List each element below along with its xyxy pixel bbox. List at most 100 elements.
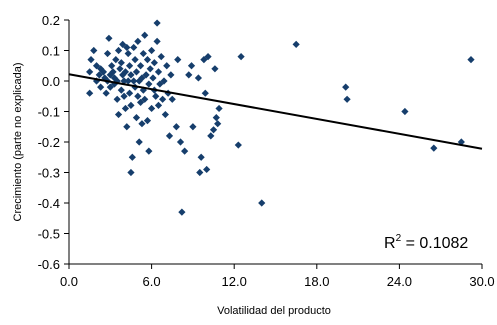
x-axis: 0.0 6.0 12.0 18.0 24.0 30.0	[60, 264, 495, 289]
data-point	[130, 77, 138, 85]
data-point	[134, 37, 142, 45]
data-point	[145, 80, 153, 88]
x-tick-label: 0.0	[60, 274, 78, 289]
data-point	[128, 153, 136, 161]
data-point	[163, 62, 171, 70]
data-point	[150, 59, 158, 67]
data-point	[134, 92, 142, 100]
data-point	[103, 49, 112, 58]
data-point	[209, 126, 218, 134]
data-point	[197, 153, 205, 161]
data-point	[168, 95, 176, 103]
data-point	[141, 31, 149, 39]
data-point	[214, 120, 222, 128]
data-point	[152, 92, 160, 100]
data-point	[467, 56, 475, 64]
data-point	[204, 53, 212, 61]
data-point	[258, 199, 266, 207]
data-point	[207, 132, 215, 140]
data-point	[132, 114, 141, 122]
data-point	[120, 92, 128, 100]
data-point	[130, 43, 138, 52]
data-point	[148, 46, 156, 55]
data-point	[172, 123, 180, 131]
data-point	[102, 89, 110, 97]
data-point	[185, 71, 193, 79]
data-point	[167, 71, 175, 79]
trendline	[68, 73, 483, 150]
data-point	[215, 104, 223, 113]
data-point	[165, 132, 174, 140]
data-point	[194, 74, 203, 82]
data-point	[113, 77, 121, 85]
r-squared-superscript: 2	[396, 233, 402, 244]
data-point	[125, 89, 134, 97]
data-point	[141, 95, 149, 103]
data-point	[153, 19, 161, 27]
data-point	[189, 123, 197, 131]
data-point	[187, 62, 196, 70]
data-point	[127, 101, 135, 109]
data-point	[120, 77, 128, 85]
data-points	[86, 19, 475, 216]
data-point	[97, 83, 105, 91]
data-point	[174, 56, 182, 64]
data-point	[108, 62, 116, 70]
data-point	[159, 95, 167, 103]
y-tick-label: 0.0	[42, 74, 60, 89]
r-squared-value: = 0.1082	[401, 235, 468, 252]
data-point	[105, 34, 113, 42]
data-point	[143, 117, 152, 125]
data-point	[178, 208, 186, 216]
data-point	[457, 138, 465, 146]
data-point	[148, 104, 156, 113]
y-tick-label: -0.3	[38, 166, 60, 181]
x-tick-label: 18.0	[304, 274, 329, 289]
data-point	[153, 37, 161, 45]
data-point	[138, 120, 146, 128]
data-point	[123, 123, 131, 131]
y-tick-label: -0.1	[38, 105, 60, 120]
x-tick-label: 6.0	[143, 274, 161, 289]
x-tick-label: 12.0	[222, 274, 247, 289]
data-point	[101, 74, 109, 82]
data-point	[117, 59, 125, 67]
data-point	[99, 68, 108, 76]
data-point	[157, 53, 165, 61]
trendline-group	[68, 73, 483, 150]
data-point	[109, 68, 117, 76]
data-point	[124, 49, 132, 58]
data-point	[145, 147, 153, 155]
data-point	[114, 110, 123, 119]
data-point	[136, 62, 145, 70]
data-point	[234, 141, 242, 149]
data-point	[139, 49, 147, 58]
y-tick-label: 0.1	[42, 44, 60, 59]
data-point	[113, 95, 121, 103]
data-point	[86, 89, 94, 97]
data-point	[160, 77, 168, 85]
data-point	[135, 138, 143, 146]
data-point	[181, 147, 189, 155]
data-point	[201, 89, 209, 97]
data-point	[116, 65, 124, 73]
data-point	[143, 56, 152, 64]
data-point	[112, 56, 120, 64]
data-point	[87, 56, 95, 64]
data-point	[124, 77, 132, 85]
data-point	[132, 68, 141, 76]
data-point	[90, 46, 98, 55]
data-point	[114, 46, 123, 55]
data-point	[176, 138, 185, 146]
data-point	[146, 65, 154, 73]
data-point	[196, 168, 204, 177]
r-squared-base: R	[384, 235, 396, 252]
data-point	[154, 68, 163, 76]
y-tick-label: 0.2	[42, 13, 60, 28]
data-point	[292, 40, 300, 48]
data-point	[212, 114, 220, 122]
y-axis: 0.2 0.1 0.0 -0.1 -0.2 -0.3 -0.4 -0.5 -0.6	[38, 13, 69, 272]
data-point	[86, 68, 94, 76]
